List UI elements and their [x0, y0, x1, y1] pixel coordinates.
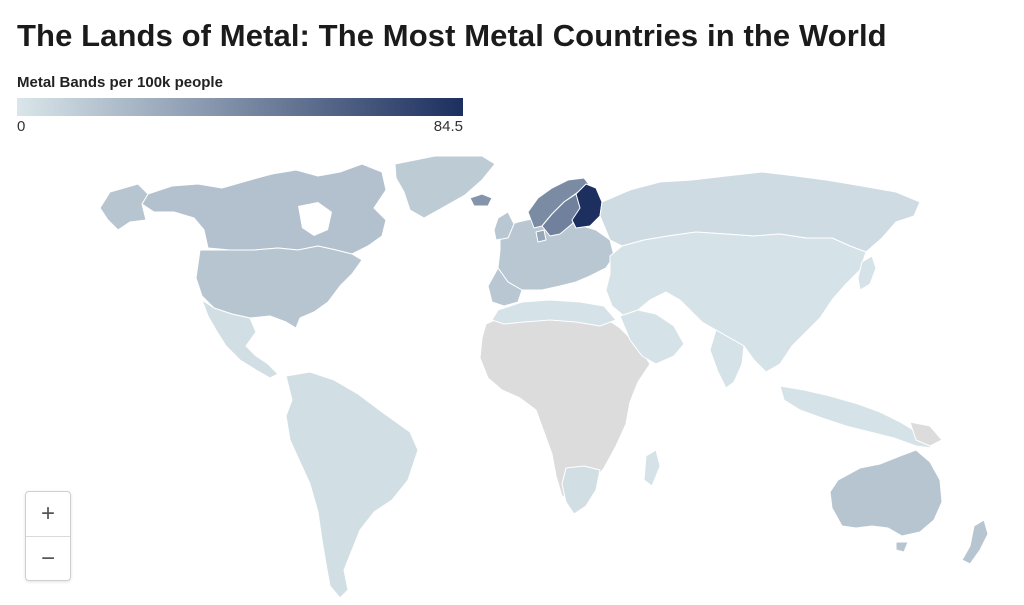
country-denmark[interactable] [535, 229, 547, 243]
region-tasmania[interactable] [895, 541, 909, 553]
legend-min-label: 0 [17, 118, 26, 135]
zoom-control: + − [25, 491, 71, 581]
legend-scale: 0 84.5 [17, 116, 463, 135]
region-mexico-central-america[interactable] [201, 299, 279, 379]
region-africa[interactable] [479, 307, 651, 499]
country-iceland[interactable] [469, 193, 493, 207]
country-madagascar[interactable] [643, 449, 661, 487]
zoom-in-button[interactable]: + [40, 500, 55, 527]
region-asia[interactable] [605, 231, 867, 373]
country-papua-new-guinea[interactable] [909, 421, 943, 447]
legend-max-label: 84.5 [433, 118, 463, 135]
region-southern-africa[interactable] [561, 465, 601, 515]
hudson-bay [298, 202, 332, 236]
country-india[interactable] [709, 329, 745, 389]
region-north-africa[interactable] [491, 299, 617, 327]
world-choropleth-map[interactable] [90, 150, 1024, 600]
region-southeast-asia-islands[interactable] [779, 385, 933, 449]
zoom-out-button[interactable]: − [26, 536, 70, 580]
legend-gradient-bar [17, 98, 463, 116]
country-canada[interactable] [141, 163, 387, 255]
legend-title: Metal Bands per 100k people [17, 74, 223, 91]
country-new-zealand[interactable] [961, 519, 989, 565]
country-greenland[interactable] [394, 155, 496, 219]
color-legend: Metal Bands per 100k people 0 84.5 [17, 74, 463, 135]
region-iberia[interactable] [487, 267, 523, 307]
region-middle-east[interactable] [619, 309, 685, 365]
country-finland[interactable] [571, 183, 603, 229]
region-south-america[interactable] [285, 371, 419, 599]
country-alaska[interactable] [99, 183, 149, 231]
country-japan[interactable] [857, 255, 877, 291]
region-uk-ireland[interactable] [493, 211, 515, 241]
map-title: The Lands of Metal: The Most Metal Count… [17, 18, 887, 53]
country-australia[interactable] [829, 449, 943, 537]
